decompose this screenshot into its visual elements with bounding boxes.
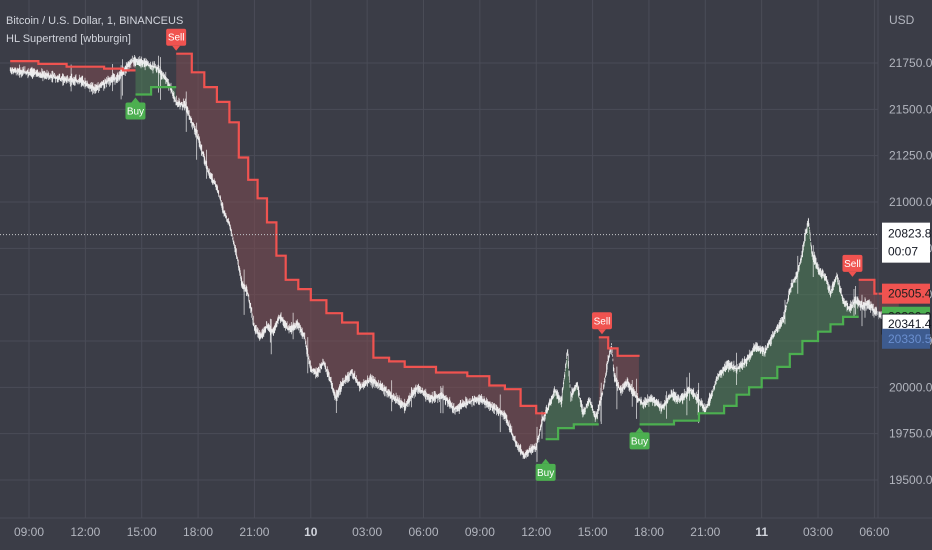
symbol-title[interactable]: Bitcoin / U.S. Dollar, 1, BINANCEUS: [6, 15, 184, 27]
x-tick-label: 12:00: [521, 525, 551, 539]
price-tag-text: 20505.45: [888, 287, 932, 301]
signal-sell-arrow: [172, 45, 181, 51]
x-tick-label: 15:00: [127, 525, 157, 539]
x-tick-label: 09:00: [465, 525, 495, 539]
crosshair-price-tag[interactable]: [882, 222, 930, 263]
y-tick-label: 19750.00: [889, 427, 932, 441]
signal-sell-text: Sell: [168, 33, 185, 44]
supertrend-fill-up: [135, 61, 176, 101]
x-tick-label: 18:00: [634, 525, 664, 539]
supertrend-line-down: [598, 336, 640, 357]
signal-sell-label[interactable]: [166, 28, 187, 46]
supertrend-line-down: [10, 60, 136, 72]
price-tag-blue[interactable]: [882, 328, 930, 349]
signal-buy-label[interactable]: [629, 432, 650, 450]
x-tick-label: 10: [304, 525, 318, 539]
last-price-text: 20341.48: [888, 317, 932, 331]
indicator-title[interactable]: HL Supertrend [wbburgin]: [6, 33, 131, 45]
x-tick-label: 03:00: [803, 525, 833, 539]
x-tick-label: 06:00: [408, 525, 438, 539]
supertrend-fill-down: [10, 61, 136, 89]
supertrend-line-up: [135, 86, 177, 96]
signal-buy-arrow: [635, 427, 644, 433]
y-tick-label: 21250.00: [889, 149, 932, 163]
supertrend-line-up: [639, 315, 859, 426]
price-series: [9, 55, 900, 462]
signal-sell-arrow: [848, 271, 857, 277]
x-tick-label: 15:00: [578, 525, 608, 539]
y-tick-label: 20000.00: [889, 380, 932, 394]
countdown-text: 00:07: [888, 245, 918, 259]
signal-sell-text: Sell: [844, 259, 861, 270]
supertrend-fill-down: [176, 53, 546, 456]
signal-sell-label[interactable]: [842, 254, 863, 272]
signal-buy-arrow: [131, 97, 140, 103]
signal-buy-text: Buy: [127, 107, 144, 118]
x-tick-label: 03:00: [352, 525, 382, 539]
signal-sell-arrow: [597, 329, 606, 335]
y-tick-label: 21000.00: [889, 195, 932, 209]
crosshair-price-text: 20823.82: [888, 227, 932, 241]
price-tag-text: 20330.55: [888, 332, 932, 346]
y-tick-label: 21500.00: [889, 102, 932, 116]
signal-buy-label[interactable]: [125, 102, 146, 120]
x-tick-label: 09:00: [14, 525, 44, 539]
x-tick-label: 12:00: [70, 525, 100, 539]
price-tag-down[interactable]: [882, 283, 930, 304]
x-tick-label: 18:00: [183, 525, 213, 539]
x-tick-label: 21:00: [690, 525, 720, 539]
x-tick-label: 06:00: [859, 525, 889, 539]
supertrend-line-up: [545, 423, 599, 441]
signal-sell-label[interactable]: [591, 312, 612, 330]
y-tick-label: 19500.00: [889, 473, 932, 487]
y-tick-label: 21750.00: [889, 56, 932, 70]
x-tick-label: 11: [755, 525, 768, 539]
currency-label: USD: [889, 13, 915, 27]
supertrend-fill-up: [639, 220, 859, 425]
signal-sell-text: Sell: [594, 316, 611, 327]
signal-buy-arrow: [541, 458, 550, 464]
signal-buy-text: Buy: [631, 436, 648, 447]
supertrend-line-down: [176, 52, 546, 415]
chart-legend: Bitcoin / U.S. Dollar, 1, BINANCEUS HL S…: [6, 12, 183, 48]
signal-buy-label[interactable]: [535, 463, 556, 481]
x-tick-label: 21:00: [239, 525, 269, 539]
signal-buy-text: Buy: [537, 468, 554, 479]
